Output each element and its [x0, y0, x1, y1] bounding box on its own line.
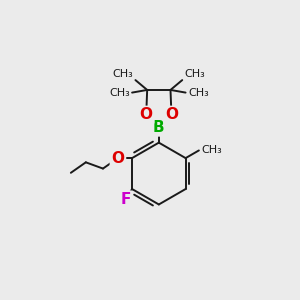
Text: F: F	[121, 192, 131, 207]
Text: CH₃: CH₃	[109, 88, 130, 98]
Text: O: O	[140, 107, 153, 122]
Text: O: O	[165, 107, 178, 122]
Text: CH₃: CH₃	[112, 69, 133, 79]
Text: CH₃: CH₃	[202, 146, 223, 155]
Text: O: O	[111, 151, 124, 166]
Text: CH₃: CH₃	[184, 69, 205, 79]
Text: CH₃: CH₃	[188, 88, 209, 98]
Text: B: B	[153, 120, 165, 135]
